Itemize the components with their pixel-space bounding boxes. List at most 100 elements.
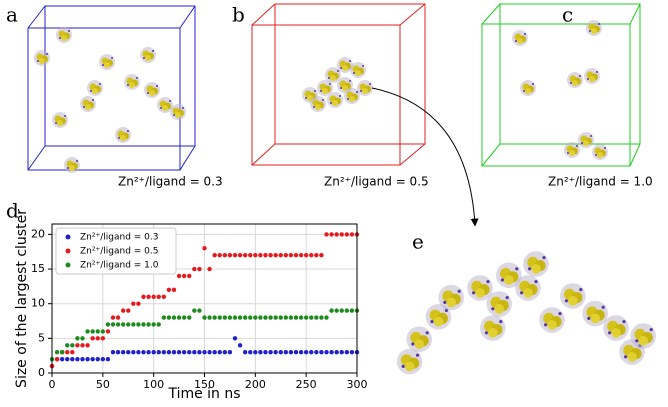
point bbox=[70, 350, 75, 355]
point bbox=[187, 350, 192, 355]
point bbox=[65, 356, 70, 362]
point bbox=[197, 308, 202, 313]
point bbox=[192, 350, 197, 355]
point bbox=[258, 350, 263, 355]
panel-letter: e bbox=[412, 230, 424, 254]
point bbox=[344, 350, 350, 355]
point bbox=[136, 322, 141, 327]
point bbox=[253, 350, 258, 355]
panel-letter: b bbox=[232, 3, 245, 27]
point bbox=[156, 294, 161, 299]
point bbox=[293, 350, 299, 355]
clusters-a bbox=[34, 27, 186, 173]
point bbox=[105, 356, 111, 362]
point bbox=[80, 336, 85, 341]
point bbox=[146, 322, 151, 327]
point bbox=[176, 315, 182, 320]
point bbox=[334, 308, 339, 313]
point bbox=[120, 308, 126, 313]
point bbox=[156, 350, 161, 355]
point bbox=[303, 252, 309, 258]
point bbox=[293, 252, 299, 258]
point bbox=[329, 308, 334, 313]
point bbox=[100, 356, 106, 362]
point bbox=[146, 294, 151, 299]
point bbox=[156, 322, 161, 327]
point bbox=[227, 252, 233, 258]
point bbox=[232, 252, 238, 258]
point bbox=[278, 315, 283, 320]
point bbox=[298, 252, 304, 258]
legend-label: Zn²⁺/ligand = 0.5 bbox=[80, 247, 158, 257]
point bbox=[227, 350, 233, 355]
legend-label: Zn²⁺/ligand = 0.3 bbox=[80, 233, 158, 243]
x-tick-label: 0 bbox=[49, 378, 56, 391]
x-tick-label: 300 bbox=[347, 378, 368, 391]
x-tick-label: 150 bbox=[194, 378, 215, 391]
point bbox=[202, 246, 207, 251]
point bbox=[115, 350, 121, 355]
point bbox=[59, 350, 65, 355]
legend-swatch bbox=[65, 248, 71, 254]
legend-swatch bbox=[65, 234, 71, 240]
point bbox=[329, 232, 334, 237]
point bbox=[227, 315, 233, 320]
point bbox=[258, 315, 263, 320]
point bbox=[95, 356, 100, 362]
point bbox=[90, 329, 95, 334]
x-tick-label: 200 bbox=[245, 378, 266, 391]
point bbox=[171, 350, 177, 355]
point bbox=[217, 350, 222, 355]
panel-b bbox=[251, 3, 426, 166]
point bbox=[151, 350, 156, 355]
point bbox=[319, 252, 324, 258]
point bbox=[258, 252, 263, 258]
point bbox=[303, 350, 309, 355]
point bbox=[339, 350, 344, 355]
point bbox=[288, 252, 294, 258]
point bbox=[314, 315, 319, 320]
point bbox=[166, 315, 172, 320]
point bbox=[80, 343, 85, 348]
point bbox=[85, 343, 90, 348]
point bbox=[344, 308, 350, 313]
point bbox=[181, 315, 187, 320]
y-tick-label: 5 bbox=[38, 331, 45, 344]
point bbox=[349, 232, 355, 237]
point bbox=[126, 350, 131, 355]
point bbox=[100, 329, 106, 334]
point bbox=[65, 343, 70, 348]
point bbox=[278, 350, 283, 355]
point bbox=[131, 301, 136, 306]
point bbox=[146, 350, 151, 355]
point bbox=[263, 350, 268, 355]
point bbox=[110, 315, 116, 320]
point bbox=[283, 315, 289, 320]
point bbox=[85, 356, 90, 362]
point bbox=[59, 356, 65, 362]
point bbox=[222, 350, 228, 355]
point bbox=[248, 315, 253, 320]
point bbox=[334, 232, 339, 237]
point bbox=[192, 308, 197, 313]
axes-frame bbox=[51, 223, 358, 374]
point bbox=[171, 287, 177, 293]
point bbox=[217, 315, 222, 320]
point bbox=[105, 322, 111, 327]
point bbox=[197, 266, 202, 272]
point bbox=[110, 322, 116, 327]
y-tick-label: 10 bbox=[31, 297, 45, 310]
point bbox=[95, 329, 100, 334]
point bbox=[314, 252, 319, 258]
point bbox=[288, 350, 294, 355]
point bbox=[176, 350, 182, 355]
point bbox=[324, 350, 329, 355]
point bbox=[273, 252, 278, 258]
point bbox=[202, 350, 207, 355]
point bbox=[288, 315, 294, 320]
point bbox=[298, 315, 304, 320]
point bbox=[237, 343, 243, 348]
point bbox=[126, 322, 131, 327]
point bbox=[253, 315, 258, 320]
point bbox=[268, 350, 273, 355]
